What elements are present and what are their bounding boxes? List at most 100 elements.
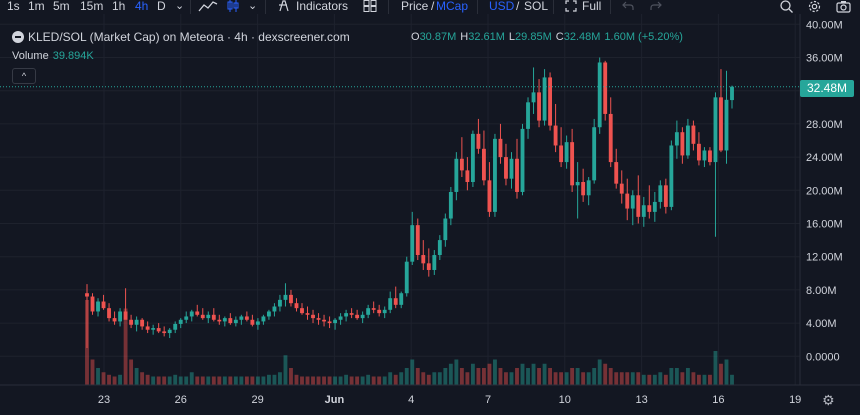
- candle-body: [90, 296, 95, 312]
- volume-bar: [537, 368, 541, 385]
- candle-body: [470, 133, 475, 182]
- chevron-down-icon[interactable]: ⌄: [248, 0, 258, 12]
- interval-1s[interactable]: 1s: [7, 0, 20, 13]
- indicators-icon[interactable]: [278, 0, 290, 15]
- volume-bar: [195, 376, 200, 385]
- settings-icon[interactable]: [808, 0, 821, 16]
- candle-body: [575, 182, 580, 186]
- high-value: 32.61M: [468, 31, 505, 43]
- candle-body: [101, 301, 106, 309]
- candle-body: [239, 316, 244, 320]
- redo-icon[interactable]: [650, 0, 662, 15]
- volume-bar: [123, 308, 128, 385]
- volume-bar: [178, 376, 183, 385]
- candle-body: [118, 311, 123, 322]
- interval-d[interactable]: D: [157, 0, 166, 13]
- x-tick-label: 26: [175, 394, 187, 406]
- candle-body: [685, 125, 690, 156]
- indicators-button[interactable]: Indicators: [296, 0, 349, 13]
- candle-body: [217, 319, 222, 322]
- volume-bar: [504, 372, 508, 385]
- candle-body: [553, 125, 558, 146]
- candle-body: [504, 157, 508, 179]
- candle-body: [421, 255, 426, 264]
- candles: [85, 57, 734, 348]
- candle-body: [338, 316, 343, 320]
- interval-5m[interactable]: 5m: [53, 0, 70, 13]
- volume-bar: [322, 376, 326, 385]
- price-axis[interactable]: 40.00M36.00M32.00M28.00M24.00M20.00M16.0…: [806, 19, 843, 363]
- candles-icon[interactable]: [226, 0, 240, 15]
- volume-bar: [515, 368, 519, 385]
- fullscreen-button[interactable]: Full: [582, 0, 602, 13]
- sol-toggle[interactable]: SOL: [524, 0, 549, 13]
- volume-bar: [437, 372, 442, 385]
- toolbar-separator: [477, 0, 478, 14]
- volume-value: 39.894K: [52, 50, 94, 62]
- candle-body: [592, 127, 597, 181]
- candle-body: [526, 102, 530, 129]
- volume-bar: [349, 376, 354, 385]
- candle-body: [250, 319, 255, 325]
- candlestick-chart[interactable]: 40.00M36.00M32.00M28.00M24.00M20.00M16.0…: [0, 14, 860, 415]
- candle-body: [156, 328, 161, 332]
- volume-bar: [658, 372, 663, 385]
- volume-bar: [487, 363, 492, 385]
- time-axis[interactable]: 23 26 29 Jun 4 7 10 13 16 19: [98, 394, 801, 406]
- candle-body: [272, 306, 277, 312]
- candle-body: [200, 314, 205, 319]
- y-tick-label: 20.00M: [806, 185, 843, 197]
- volume-bar: [454, 359, 459, 385]
- volume-bar: [641, 374, 646, 385]
- interval-4h[interactable]: 4h: [135, 0, 149, 13]
- volume-bar: [162, 376, 167, 385]
- candle-body: [454, 158, 459, 192]
- change-value: 1.60M (+5.20%): [604, 31, 683, 43]
- volume-bar: [266, 374, 271, 385]
- volume-bar: [355, 376, 360, 385]
- candle-body: [663, 185, 668, 207]
- candle-body: [289, 294, 293, 304]
- volume-bar: [145, 374, 150, 385]
- candle-body: [134, 319, 139, 325]
- volume-bar: [542, 363, 547, 385]
- camera-icon[interactable]: [836, 0, 851, 16]
- x-tick-label: 23: [98, 394, 110, 406]
- volume-bar: [217, 376, 222, 385]
- candle-body: [371, 308, 376, 310]
- x-tick-label: 10: [559, 394, 571, 406]
- undo-icon[interactable]: [622, 0, 634, 15]
- volume-bar: [708, 374, 712, 385]
- candle-body: [476, 133, 481, 149]
- mcap-toggle[interactable]: MCap: [436, 0, 469, 13]
- candle-body: [355, 314, 360, 319]
- collapse-legend-button[interactable]: ^: [12, 68, 36, 84]
- x-tick-label: Jun: [325, 394, 345, 406]
- candle-body: [162, 331, 167, 334]
- fullscreen-icon[interactable]: [565, 0, 577, 15]
- candle-body: [520, 128, 525, 192]
- search-icon[interactable]: [780, 0, 793, 16]
- line-chart-icon[interactable]: [198, 0, 218, 15]
- price-toggle[interactable]: Price: [401, 0, 429, 13]
- chevron-down-icon[interactable]: ⌄: [175, 0, 185, 12]
- volume-bar: [509, 372, 514, 385]
- volume-bar: [614, 372, 619, 385]
- usd-toggle[interactable]: USD: [489, 0, 515, 13]
- interval-15m[interactable]: 15m: [80, 0, 104, 13]
- candle-body: [140, 319, 145, 327]
- interval-1m[interactable]: 1m: [28, 0, 45, 13]
- volume-bar: [107, 374, 111, 385]
- current-price-label: 32.48M: [800, 80, 854, 97]
- x-tick-label: 19: [789, 394, 801, 406]
- candle-body: [448, 191, 453, 219]
- interval-1h[interactable]: 1h: [112, 0, 126, 13]
- toolbar-separator: [553, 0, 554, 14]
- candle-body: [459, 158, 464, 171]
- candle-body: [195, 311, 200, 315]
- chart-settings-button[interactable]: ⚙: [822, 392, 835, 408]
- candle-body: [542, 77, 547, 121]
- volume-bar: [399, 372, 404, 385]
- layouts-icon[interactable]: [363, 0, 377, 15]
- candle-body: [426, 263, 431, 270]
